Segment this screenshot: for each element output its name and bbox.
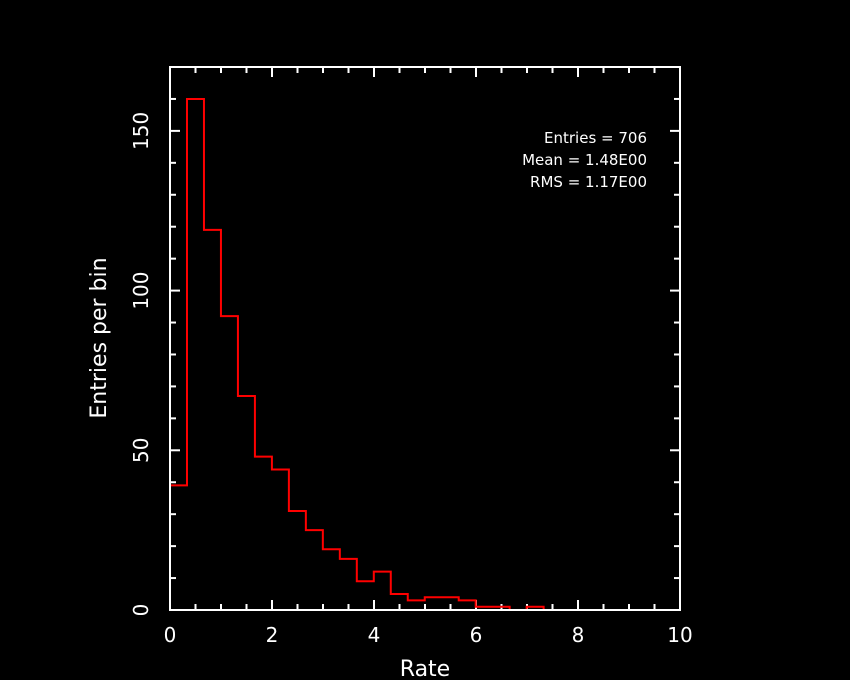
x-axis-title: Rate [400,657,450,680]
stats-rms: RMS = 1.17E00 [530,173,647,191]
histogram-bin [306,530,323,610]
histogram-layer [170,97,680,611]
histogram-bin [204,230,221,610]
histogram-bin [170,485,187,610]
stats-mean: Mean = 1.48E00 [522,151,647,169]
x-tick-label: 4 [368,623,381,647]
y-tick-label: 100 [129,271,153,309]
histogram-bin [374,572,391,610]
histogram-bin [459,600,476,610]
histogram-bin [357,581,374,610]
x-tick-label: 8 [572,623,585,647]
stats-box: Entries = 706 Mean = 1.48E00 RMS = 1.17E… [522,129,647,191]
histogram-bin [255,457,272,610]
y-tick-label: 0 [129,604,153,617]
histogram-bin [272,469,289,610]
x-tick-label: 2 [266,623,279,647]
ticks-layer [169,66,681,611]
histogram-bin [238,396,255,610]
histogram-bin [425,597,442,610]
histogram-bin [323,549,340,610]
y-axis-title: Entries per bin [87,257,112,418]
y-tick-label: 150 [129,112,153,150]
histogram-outline [170,97,680,611]
plot-frame [169,66,681,611]
histogram-bin [187,99,204,610]
y-tick-label: 50 [129,438,153,463]
stats-entries: Entries = 706 [544,129,647,147]
histogram-bin [289,511,306,610]
histogram-bin [340,559,357,610]
x-tick-label: 6 [470,623,483,647]
histogram-bin [408,600,425,610]
x-tick-label: 0 [164,623,177,647]
x-tick-label: 10 [667,623,692,647]
histogram-bin [221,316,238,610]
